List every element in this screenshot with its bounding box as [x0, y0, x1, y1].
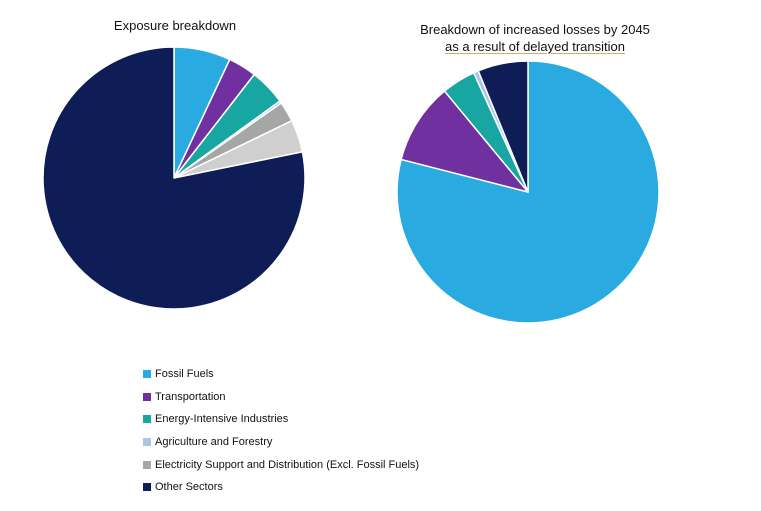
legend-item-energy-intensive: Energy-Intensive Industries — [143, 408, 503, 431]
chart-title-exposure: Exposure breakdown — [113, 18, 237, 33]
chart-title-losses-line2: as a result of delayed transition — [445, 39, 625, 54]
exposure-pie-chart — [42, 46, 306, 310]
chart-title-losses-line1: Breakdown of increased losses by 2045 — [420, 22, 650, 37]
legend-item-electricity: Electricity Support and Distribution (Ex… — [143, 453, 503, 476]
legend-label-electricity: Electricity Support and Distribution (Ex… — [155, 458, 420, 471]
legend-label-other-sectors: Other Sectors — [155, 481, 223, 494]
legend-swatch-agriculture — [143, 438, 151, 447]
legend-swatch-other-sectors — [143, 483, 151, 492]
losses-slice-other-sectors-4 — [477, 60, 529, 193]
chart-legend: Fossil Fuels Transportation Energy-Inten… — [143, 363, 503, 499]
legend-swatch-transportation — [143, 392, 151, 401]
exposure-slice-other-sectors-6 — [42, 46, 306, 310]
legend-item-transportation: Transportation — [143, 386, 503, 409]
legend-item-agriculture: Agriculture and Forestry — [143, 431, 503, 454]
losses-pie-chart — [396, 60, 660, 324]
legend-label-agriculture: Agriculture and Forestry — [155, 436, 273, 449]
legend-item-other-sectors: Other Sectors — [143, 476, 503, 499]
legend-swatch-fossil-fuels — [143, 370, 151, 379]
legend-label-fossil-fuels: Fossil Fuels — [155, 368, 214, 381]
losses-slice-transportation-1 — [400, 90, 529, 193]
legend-swatch-electricity — [143, 460, 151, 469]
legend-item-fossil-fuels: Fossil Fuels — [143, 363, 503, 386]
legend-label-transportation: Transportation — [155, 390, 226, 403]
chart-title-losses: Breakdown of increased losses by 2045 as… — [390, 21, 680, 55]
legend-label-energy-intensive: Energy-Intensive Industries — [155, 413, 289, 426]
legend-swatch-energy-intensive — [143, 415, 151, 424]
